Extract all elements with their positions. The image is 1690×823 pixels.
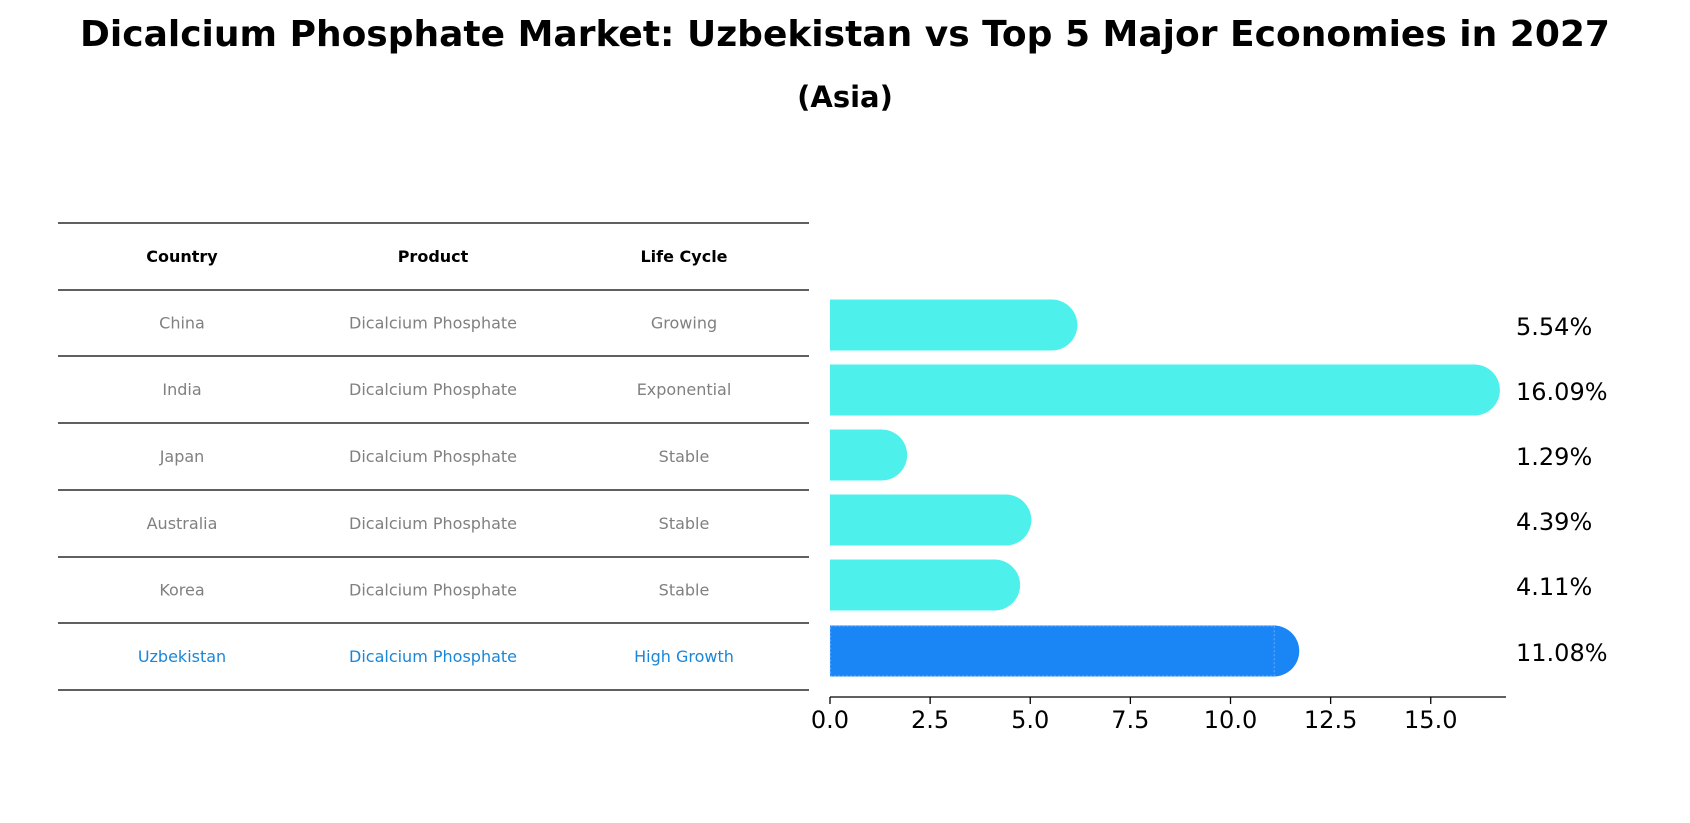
bar-cap-australia (980, 494, 1032, 546)
table-cell-r3-c2: Stable (659, 514, 710, 533)
bar-australia (830, 494, 1006, 546)
table-cell-r2-c2: Stable (659, 447, 710, 466)
bar-cap-japan (856, 429, 908, 481)
bar-highlight-outline (829, 625, 1275, 677)
chart-title: Dicalcium Phosphate Market: Uzbekistan v… (80, 14, 1610, 55)
table-cell-r2-c1: Dicalcium Phosphate (349, 447, 517, 466)
x-tick-label-5: 12.5 (1304, 706, 1357, 734)
table-cell-r1-c1: Dicalcium Phosphate (349, 380, 517, 399)
x-tick-label-0: 0.0 (811, 706, 849, 734)
table-cell-r3-c1: Dicalcium Phosphate (349, 514, 517, 533)
bar-value-label-japan: 1.29% (1516, 443, 1592, 471)
table-cell-r5-c0: Uzbekistan (138, 647, 226, 666)
bar-uzbekistan (830, 625, 1274, 677)
table-header-1: Product (398, 247, 469, 266)
bar-cap-korea (969, 559, 1021, 611)
table-cell-r5-c1: Dicalcium Phosphate (349, 647, 517, 666)
bar-value-label-china: 5.54% (1516, 313, 1592, 341)
bar-cap-china (1026, 299, 1078, 351)
table-cell-r0-c2: Growing (651, 314, 717, 333)
table-cell-r1-c2: Exponential (637, 380, 732, 399)
table-cell-r4-c2: Stable (659, 581, 710, 600)
table-cell-r1-c0: India (162, 380, 201, 399)
table-cell-r5-c2: High Growth (634, 647, 734, 666)
table-cell-r0-c0: China (159, 314, 205, 333)
bar-value-label-india: 16.09% (1516, 378, 1608, 406)
bar-india (830, 364, 1475, 416)
table-cell-r4-c0: Korea (159, 581, 204, 600)
x-tick-label-4: 10.0 (1204, 706, 1257, 734)
bar-korea (830, 559, 995, 611)
x-tick-label-3: 7.5 (1111, 706, 1149, 734)
table-header-2: Life Cycle (640, 247, 727, 266)
bar-china (830, 299, 1052, 351)
x-tick-label-6: 15.0 (1404, 706, 1457, 734)
bar-value-label-uzbekistan: 11.08% (1516, 639, 1608, 667)
table-cell-r3-c0: Australia (147, 514, 218, 533)
x-tick-label-1: 2.5 (911, 706, 949, 734)
bar-plot: 5.54% 16.09% 1.29% 4.39% 4.11% 11.08% (829, 299, 1608, 677)
bar-value-label-australia: 4.39% (1516, 508, 1592, 536)
chart-subtitle: (Asia) (797, 80, 893, 114)
table-header-0: Country (146, 247, 218, 266)
table-cell-r0-c1: Dicalcium Phosphate (349, 314, 517, 333)
x-axis: 0.0 2.5 5.0 7.5 10.0 12.5 15.0 (811, 696, 1506, 734)
bar-value-label-korea: 4.11% (1516, 573, 1592, 601)
data-table: Country Product Life Cycle China Dicalcium P… (58, 222, 809, 691)
bar-cap-india (1448, 364, 1500, 416)
table-cell-r4-c1: Dicalcium Phosphate (349, 581, 517, 600)
table-cell-r2-c0: Japan (159, 447, 205, 466)
x-tick-label-2: 5.0 (1011, 706, 1049, 734)
